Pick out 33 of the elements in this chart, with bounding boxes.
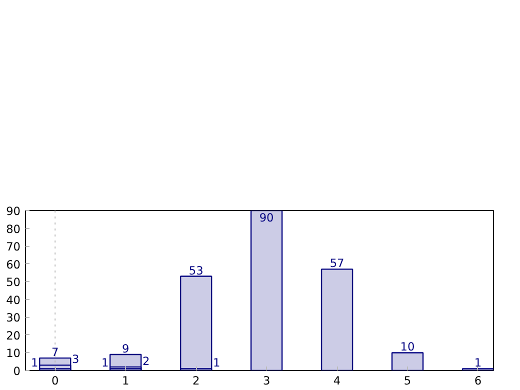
x-tick-label: 4 (333, 374, 341, 388)
y-tick-label: 50 (6, 275, 21, 290)
x-tick-label: 5 (404, 374, 412, 388)
y-tick-label: 80 (6, 222, 21, 236)
bar (320, 268, 354, 370)
data-label: 90 (259, 210, 274, 224)
data-label: 3 (72, 352, 80, 366)
data-label: 9 (122, 342, 130, 356)
data-label: 2 (142, 354, 150, 368)
data-label: 57 (330, 256, 344, 270)
data-label: 1 (474, 356, 482, 370)
x-tick-label: 3 (262, 374, 270, 388)
data-label: 7 (52, 345, 59, 360)
y-tick-label: 10 (6, 346, 21, 360)
x-tick-label: 6 (474, 374, 482, 388)
y-tick-label: 60 (6, 257, 21, 272)
y-tick-label: 70 (6, 240, 21, 254)
y-tick-label: 30 (6, 310, 21, 325)
bar (391, 352, 424, 370)
bar (250, 210, 283, 370)
y-tick-label: 0 (13, 364, 21, 378)
bar (180, 276, 212, 370)
data-label: 53 (188, 263, 204, 278)
data-label: 1 (30, 356, 38, 370)
y-tick-label: 20 (6, 328, 21, 342)
data-label: 1 (212, 356, 220, 370)
y-tick-label: 90 (6, 204, 21, 218)
x-tick-label: 2 (192, 374, 200, 388)
data-label: 10 (400, 340, 415, 354)
x-tick-label: 1 (122, 374, 130, 388)
y-tick-label: 40 (6, 292, 21, 307)
data-label: 1 (101, 356, 109, 370)
x-tick-label: 0 (52, 374, 59, 388)
